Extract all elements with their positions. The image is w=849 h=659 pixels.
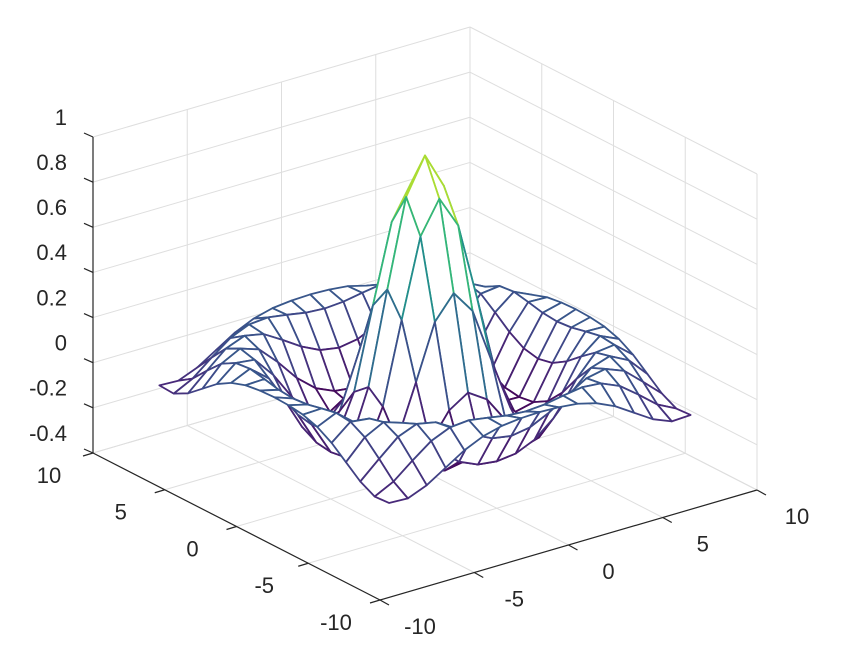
y-tick-label: 5 [115,500,127,525]
z-tick-label: 0.2 [36,285,67,310]
z-tick [83,132,94,138]
z-tick [83,358,94,364]
z-tick [83,313,94,319]
x-tick-label: 0 [602,559,614,584]
z-tick-label: 0.4 [36,240,67,265]
z-tick-label: -0.4 [29,421,67,446]
grid-line [469,71,758,220]
y-tick-label: -10 [320,610,352,635]
z-tick-label: 1 [55,105,67,130]
z-tick [83,222,94,228]
x-tick [568,544,578,551]
y-tick [82,452,94,457]
z-tick [83,267,94,273]
z-tick [83,403,94,409]
grid-line [469,116,758,265]
grid-line [92,71,471,183]
z-tick-label: -0.2 [29,376,67,401]
y-tick-label: 0 [186,536,198,561]
x-tick [756,489,767,496]
x-tick-label: 5 [697,531,709,556]
z-tick [83,448,94,454]
grid-line [308,452,686,564]
mesh-cell [373,480,409,504]
y-tick-label: -5 [254,573,274,598]
y-tick-label: 10 [37,463,61,488]
y-tick [298,562,309,567]
x-tick-label: -10 [404,614,436,639]
x-tick [473,571,484,579]
x-tick [379,599,390,606]
z-tick-label: 0 [55,331,67,356]
z-tick [83,177,94,183]
grid-line [469,161,758,310]
z-tick-label: 0.8 [36,150,67,175]
y-tick [369,599,381,604]
grid-line [469,26,758,175]
x-tick-label: -5 [504,586,524,611]
grid-line [92,26,471,138]
y-tick [154,489,165,494]
x-tick [662,516,673,524]
y-tick [226,525,237,531]
grid-line [469,207,758,356]
grid-line [92,116,471,228]
grid-line [469,252,758,401]
grid-line [92,161,471,273]
z-tick-label: 0.6 [36,195,67,220]
x-tick-label: 10 [785,504,809,529]
